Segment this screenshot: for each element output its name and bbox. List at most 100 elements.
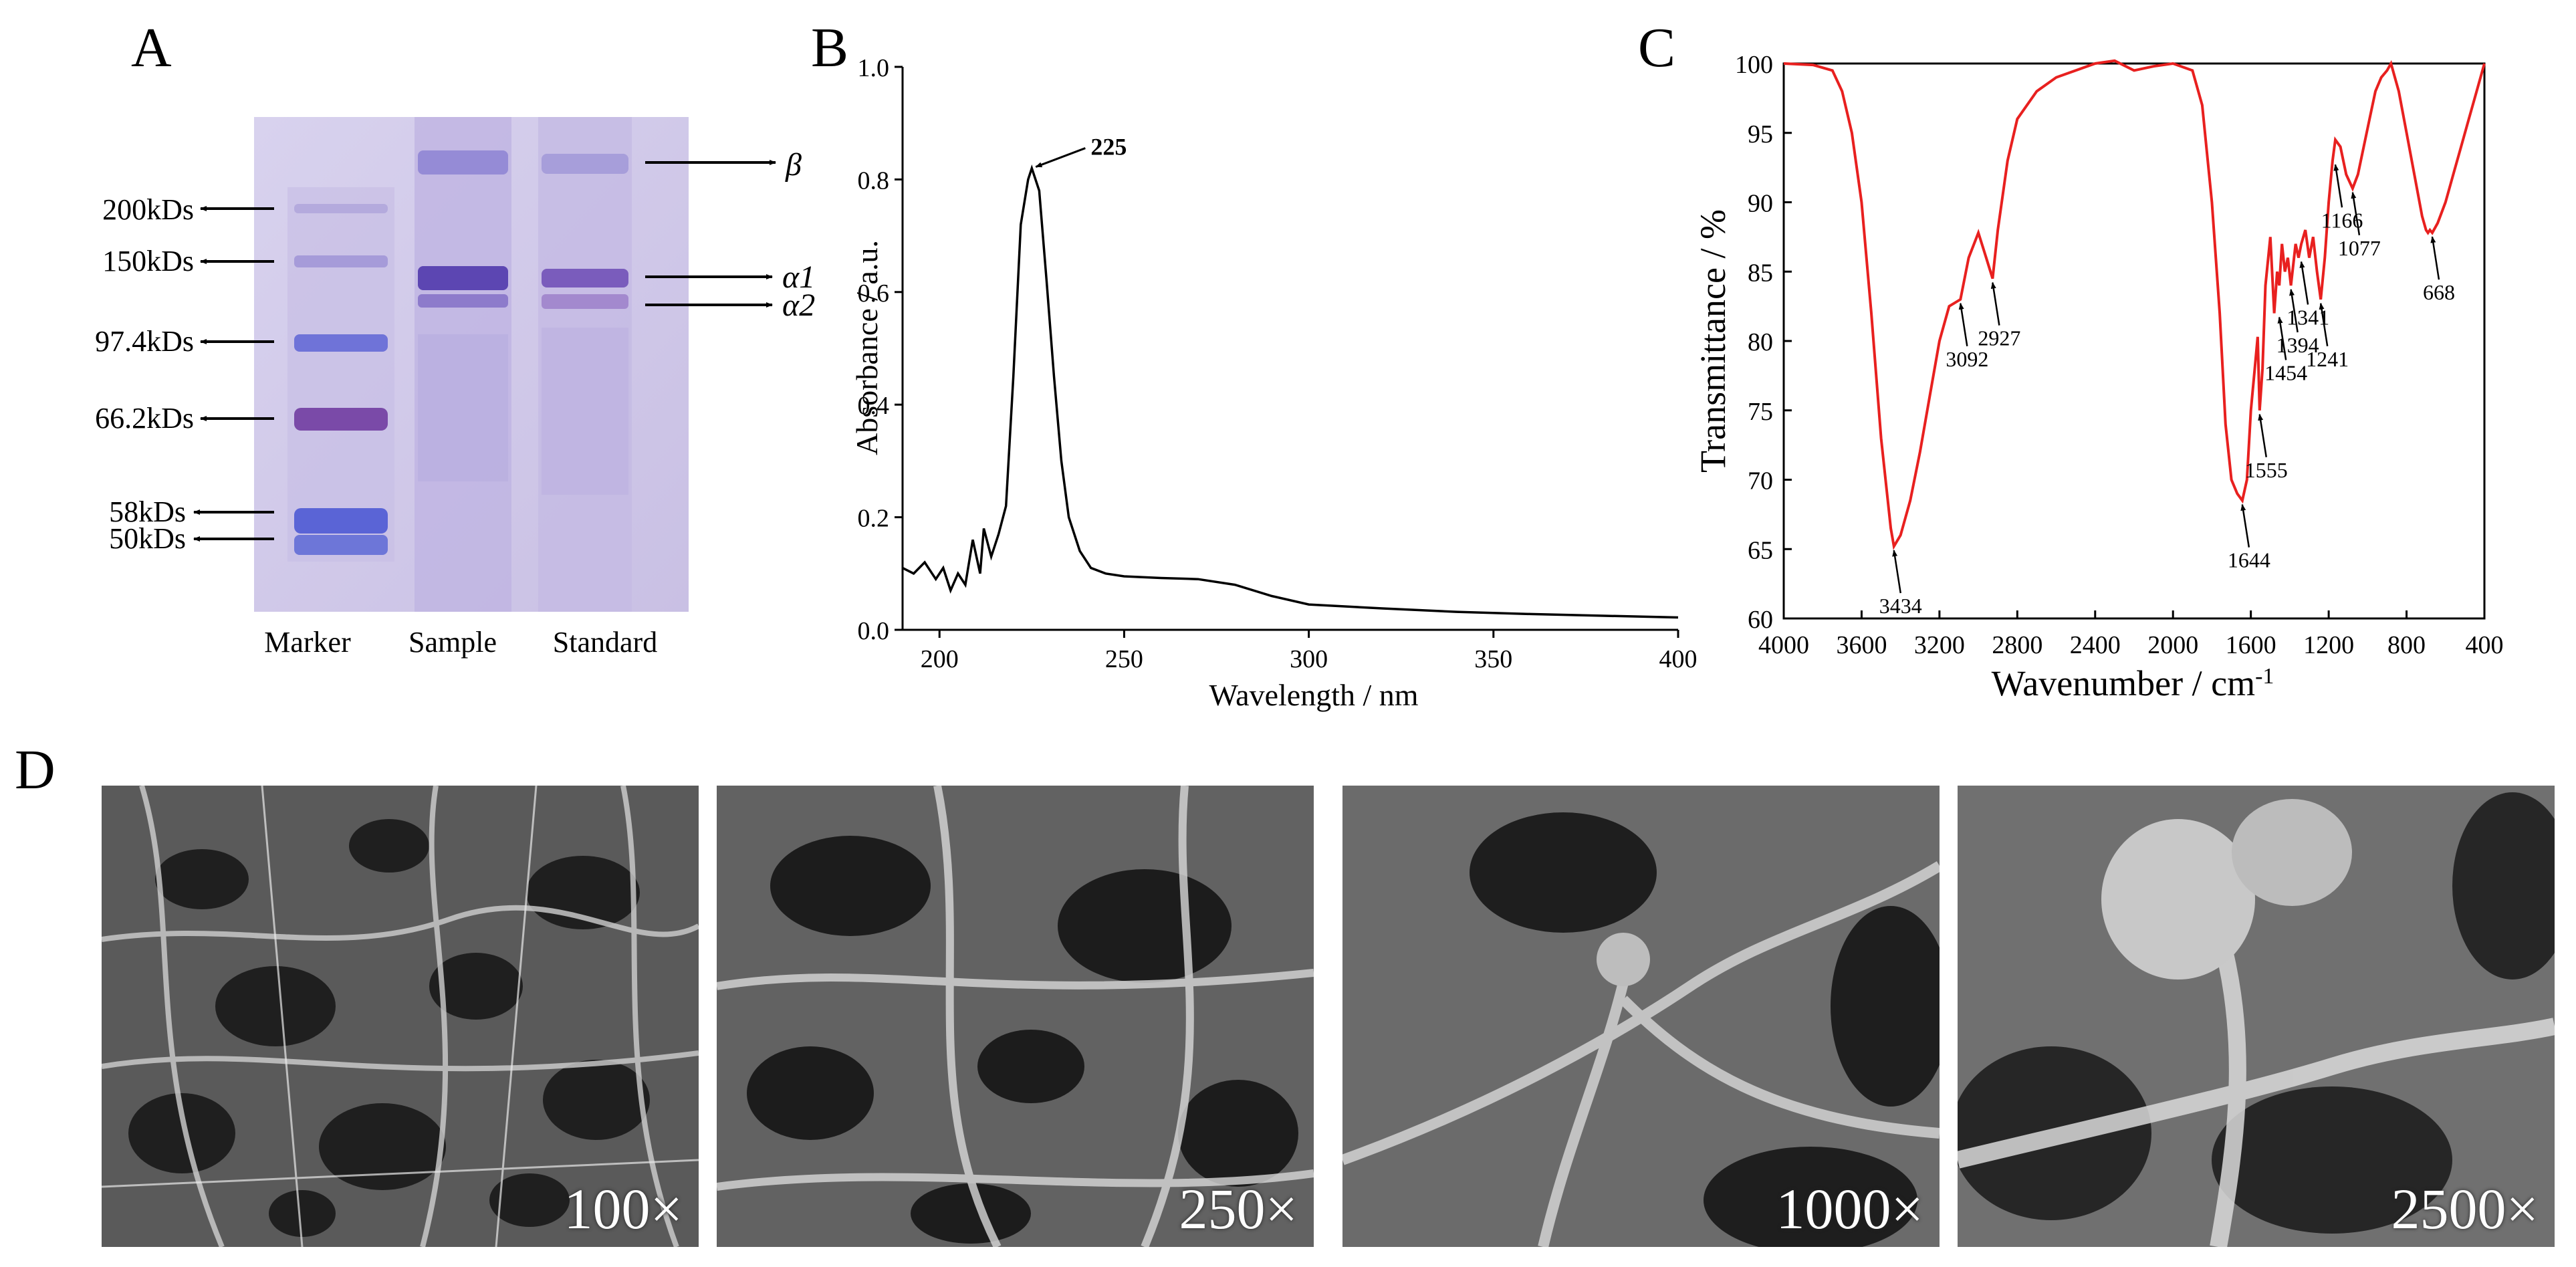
gel-band-sample-lower [418,334,508,481]
uv-x-tick-label: 200 [921,645,959,673]
gel-band-150 [294,255,388,267]
ftir-x-tick-label: 400 [2466,631,2504,659]
ftir-x-axis-label: Wavenumber / cm-1 [1992,663,2274,703]
ftir-peak-arrow [2289,289,2299,333]
ftir-peak-arrow [1958,302,1968,346]
ftir-peak-arrow [2333,164,2343,208]
ftir-y-tick-label: 90 [1748,190,1773,218]
ftir-series-line [1783,59,2486,550]
magnification-label-1000x: 1000× [1776,1177,1923,1241]
ftir-peak-label: 3434 [1879,594,1922,618]
gel-band-sample-a1 [418,266,508,290]
ftir-peak-label: 1644 [2228,548,2270,572]
ftir-peak-label: 1241 [2306,347,2349,371]
ftir-x-axis-label-text: Wavenumber / cm [1992,663,2256,703]
ftir-peak-label: 1555 [2245,458,2288,482]
uv-chart: 0.0 0.2 0.4 0.6 0.8 1.0 200 250 300 350 400 225 W… [850,54,1697,712]
ftir-peak-arrow [2277,316,2287,360]
gel-band-50 [294,535,388,555]
uv-series-line [902,164,1679,619]
ftir-plot-frame [1782,62,2486,620]
uv-x-tick-label: 350 [1474,645,1512,673]
gel-panel: 200kDs 150kDs 97.4kDs 66.2kDs 58kDs 50kD… [95,117,815,659]
sem-image-2500x: 2500× [1958,786,2555,1247]
sem-image-250x: 250× [717,786,1314,1247]
ftir-x-tick-label: 2000 [2147,631,2198,659]
ftir-peak-label: 1454 [2264,361,2307,385]
panel-label-a: A [131,17,172,79]
marker-label-97: 97.4kDs [95,325,194,358]
magnification-label-2500x: 2500× [2391,1177,2539,1241]
ftir-x-tick-label: 1600 [2226,631,2276,659]
ftir-x-tick-label: 2400 [2070,631,2121,659]
ftir-peak-arrow [1990,281,2000,326]
ftir-peak-arrow [2430,236,2440,280]
gel-band-sample-a2 [418,294,508,308]
sem-image-100x: 100× [102,786,699,1247]
gel-band-66 [294,408,388,431]
uv-y-tick-label: 0.4 [858,392,890,420]
ftir-peak-arrow [2351,191,2361,235]
ftir-x-axis-label-sup: -1 [2255,664,2274,689]
ftir-x-tick-label: 1200 [2303,631,2354,659]
panel-label-c: C [1638,17,1676,79]
lane-label-standard: Standard [553,626,657,659]
gel-band-standard-a2 [542,294,628,309]
gel-band-standard-a1 [542,269,628,287]
ftir-y-tick-label: 65 [1748,536,1773,564]
uv-y-tick-label: 0.8 [858,166,890,195]
marker-label-200: 200kDs [102,193,194,226]
ftir-peak-arrow [2240,503,2250,548]
uv-peak-label: 225 [1090,134,1127,160]
band-label-beta: β [785,147,802,183]
ftir-x-tick-label: 3200 [1914,631,1965,659]
ftir-y-tick-label: 95 [1748,120,1773,148]
sem-texture-2500x [1958,786,2555,1247]
ftir-peak-arrow [1892,550,1902,594]
band-label-a2: α2 [782,287,815,323]
uv-x-axis-label: Wavelength / nm [1209,678,1418,712]
marker-label-66: 66.2kDs [95,402,194,435]
ftir-peak-arrow [2258,413,2268,457]
sem-texture-100x [102,786,699,1247]
magnification-label-100x: 100× [564,1177,683,1241]
ftir-peak-label: 1394 [2276,333,2319,357]
lane-label-marker: Marker [264,626,351,659]
uv-y-tick-label: 0.2 [858,505,890,533]
gel-band-97 [294,334,388,352]
uv-y-tick-label: 1.0 [858,54,890,82]
ftir-y-tick-label: 75 [1748,398,1773,426]
marker-label-50: 50kDs [109,522,186,555]
lane-label-sample: Sample [408,626,497,659]
ftir-y-tick-label: 100 [1735,51,1773,79]
gel-band-200 [294,204,388,213]
ftir-y-tick-label: 70 [1748,467,1773,495]
ftir-y-tick-label: 60 [1748,606,1773,634]
gel-lane-marker [287,187,394,562]
ftir-y-axis-label: Transmittance / % [1693,209,1733,473]
ftir-peak-label: 2927 [1978,326,2020,350]
ftir-x-tick-label: 800 [2387,631,2426,659]
uv-y-tick-label: 0.6 [858,279,890,308]
ftir-peak-arrow [2299,261,2309,305]
band-label-a1: α1 [782,259,815,295]
sem-texture-1000x [1342,786,1940,1247]
marker-label-150: 150kDs [102,245,194,277]
gel-band-58 [294,508,388,534]
ftir-peak-label: 1077 [2338,236,2381,260]
panel-label-b: B [811,17,849,79]
uv-y-axis-label: Absorbance / a.u. [850,240,884,455]
panel-label-d: D [15,739,55,801]
gel-band-standard-beta [542,154,628,174]
uv-peak-arrow [1035,147,1086,168]
gel-band-sample-beta [418,150,508,175]
ftir-x-tick-label: 4000 [1758,631,1809,659]
gel-band-standard-lower [542,328,628,495]
ftir-peak-label: 3092 [1946,347,1988,371]
sem-image-1000x: 1000× [1342,786,1940,1247]
figure-canvas: 200kDs 150kDs 97.4kDs 66.2kDs 58kDs 50kD… [95,51,2504,712]
marker-label-58: 58kDs [109,495,186,528]
magnification-label-250x: 250× [1179,1177,1298,1241]
ftir-x-tick-label: 2800 [1992,631,2042,659]
ftir-x-tick-label: 3600 [1836,631,1887,659]
